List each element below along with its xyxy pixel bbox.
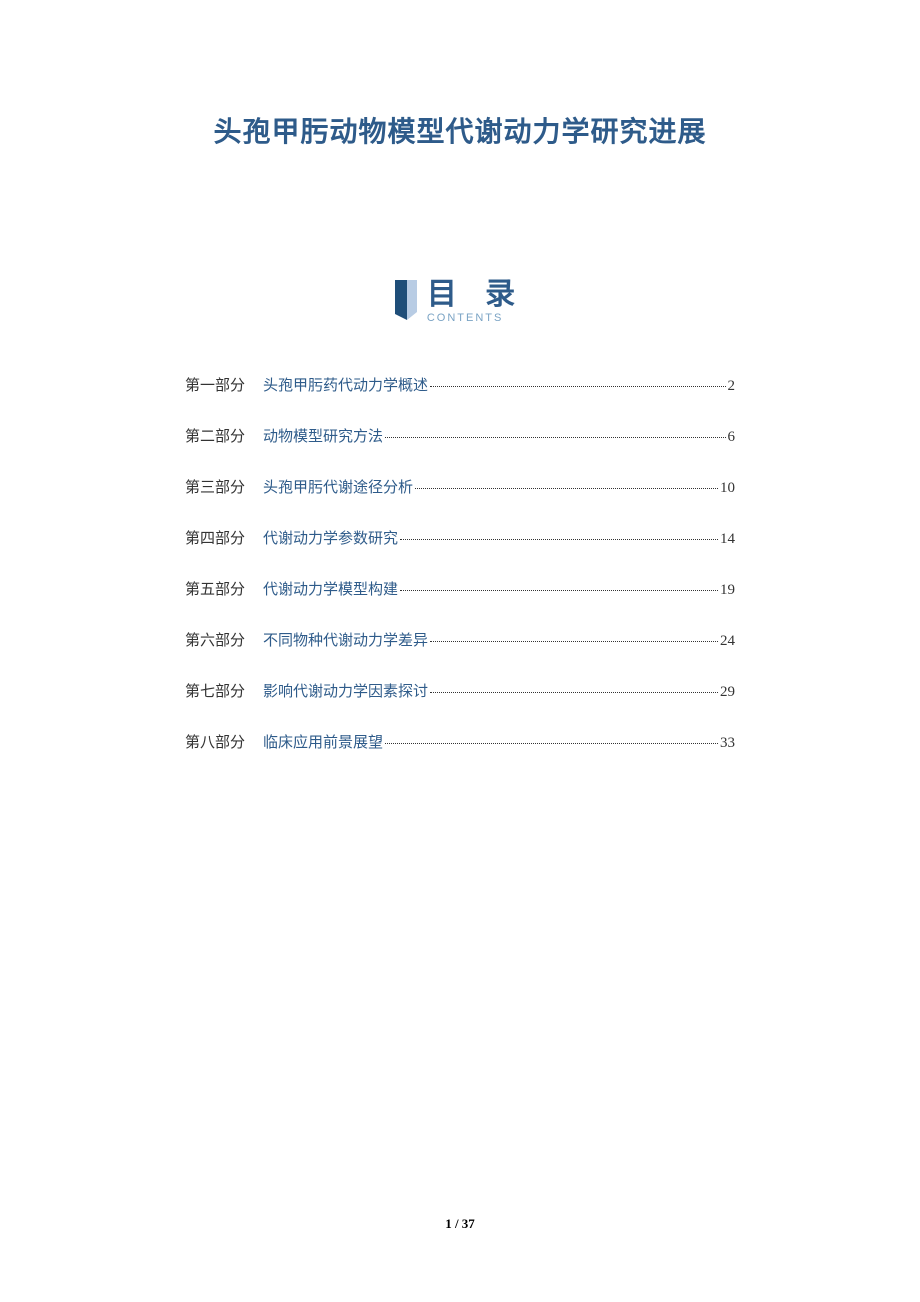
toc-part-label: 第一部分 xyxy=(185,374,245,395)
toc-entry[interactable]: 第七部分 影响代谢动力学因素探讨 29 xyxy=(185,680,735,701)
toc-leader-dots xyxy=(400,590,718,591)
toc-leader-dots xyxy=(385,437,725,438)
toc-part-label: 第七部分 xyxy=(185,680,245,701)
toc-entry[interactable]: 第四部分 代谢动力学参数研究 14 xyxy=(185,527,735,548)
toc-entry-title: 不同物种代谢动力学差异 xyxy=(263,629,428,650)
toc-entry[interactable]: 第八部分 临床应用前景展望 33 xyxy=(185,731,735,752)
toc-list: 第一部分 头孢甲肟药代动力学概述 2 第二部分 动物模型研究方法 6 第三部分 … xyxy=(115,374,805,752)
toc-entry-title: 代谢动力学模型构建 xyxy=(263,578,398,599)
toc-part-label: 第三部分 xyxy=(185,476,245,497)
toc-icon xyxy=(395,280,417,322)
toc-page-number: 24 xyxy=(720,633,735,650)
toc-page-number: 10 xyxy=(720,480,735,497)
toc-entry[interactable]: 第二部分 动物模型研究方法 6 xyxy=(185,425,735,446)
toc-leader-dots xyxy=(430,641,718,642)
toc-part-label: 第二部分 xyxy=(185,425,245,446)
toc-header: 目 录 CONTENTS xyxy=(115,280,805,324)
toc-entry[interactable]: 第一部分 头孢甲肟药代动力学概述 2 xyxy=(185,374,735,395)
toc-title-block: 目 录 CONTENTS xyxy=(427,280,525,324)
toc-entry-title: 影响代谢动力学因素探讨 xyxy=(263,680,428,701)
toc-entry-title: 头孢甲肟药代动力学概述 xyxy=(263,374,428,395)
toc-page-number: 33 xyxy=(720,735,735,752)
toc-leader-dots xyxy=(415,488,718,489)
toc-entry-title: 代谢动力学参数研究 xyxy=(263,527,398,548)
toc-entry-title: 临床应用前景展望 xyxy=(263,731,383,752)
toc-entry[interactable]: 第六部分 不同物种代谢动力学差异 24 xyxy=(185,629,735,650)
document-title: 头孢甲肟动物模型代谢动力学研究进展 xyxy=(115,110,805,150)
toc-entry-title: 头孢甲肟代谢途径分析 xyxy=(263,476,413,497)
toc-page-number: 19 xyxy=(720,582,735,599)
toc-heading-en: CONTENTS xyxy=(427,312,504,324)
toc-page-number: 2 xyxy=(728,378,736,395)
toc-entry[interactable]: 第五部分 代谢动力学模型构建 19 xyxy=(185,578,735,599)
toc-part-label: 第八部分 xyxy=(185,731,245,752)
toc-page-number: 29 xyxy=(720,684,735,701)
toc-part-label: 第五部分 xyxy=(185,578,245,599)
toc-entry-title: 动物模型研究方法 xyxy=(263,425,383,446)
toc-leader-dots xyxy=(385,743,718,744)
toc-part-label: 第六部分 xyxy=(185,629,245,650)
toc-page-number: 14 xyxy=(720,531,735,548)
toc-part-label: 第四部分 xyxy=(185,527,245,548)
toc-heading-cn: 目 录 xyxy=(427,280,525,310)
page-footer: 1 / 37 xyxy=(0,1216,920,1232)
toc-page-number: 6 xyxy=(728,429,736,446)
toc-entry[interactable]: 第三部分 头孢甲肟代谢途径分析 10 xyxy=(185,476,735,497)
toc-leader-dots xyxy=(430,386,725,387)
toc-leader-dots xyxy=(430,692,718,693)
toc-leader-dots xyxy=(400,539,718,540)
